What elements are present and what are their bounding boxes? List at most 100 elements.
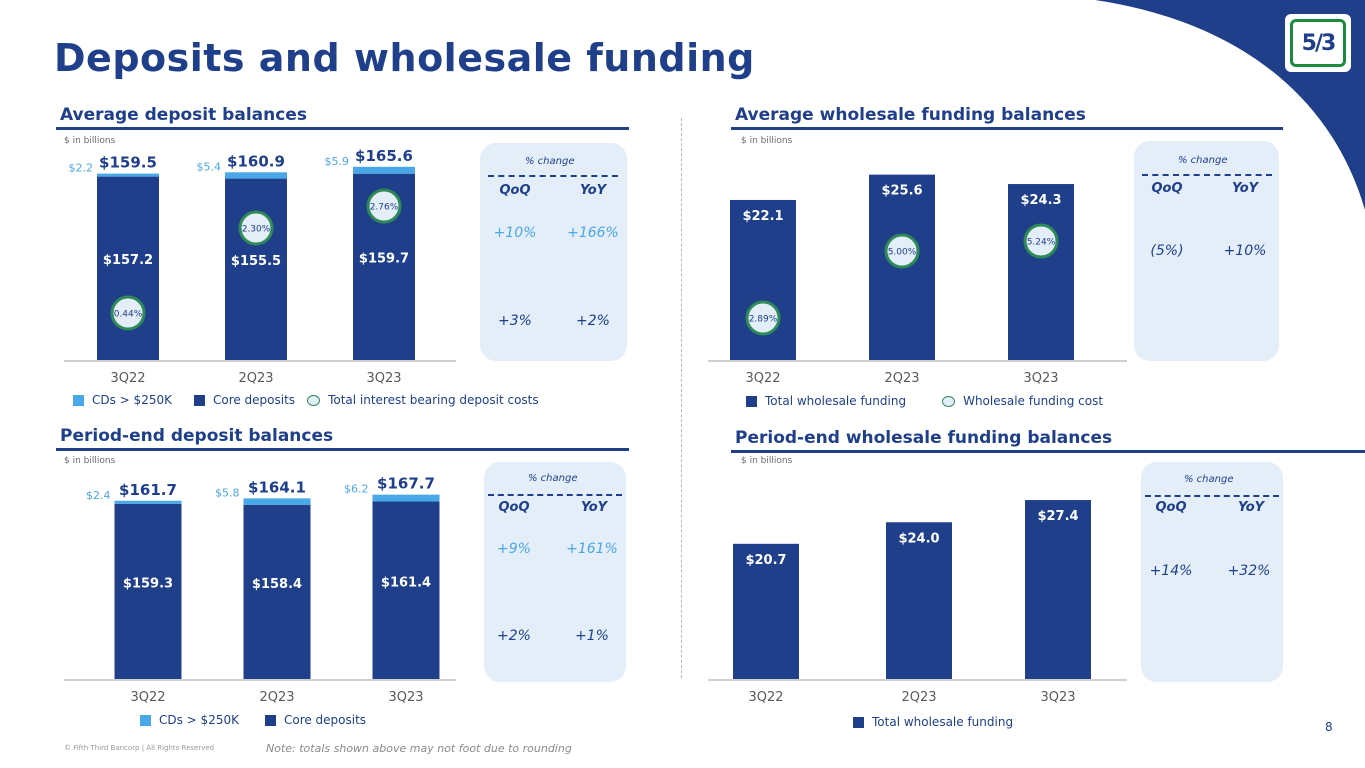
avg_deposits-cds-label: $2.2: [69, 162, 94, 175]
pct-wholesale-yoy: +32%: [1227, 563, 1271, 579]
legend-cost-swatch: [942, 395, 956, 407]
pe-wholesale-title: Period-end wholesale funding balances: [735, 428, 1113, 448]
avg-deposits-legend: CDs > $250K Core deposits Total interest…: [73, 393, 539, 407]
logo-mark: 5/3: [1290, 19, 1346, 67]
pe_deposits-tick-label: 3Q22: [130, 690, 165, 705]
avg-deposits-change-panel: % change QoQ YoY +10% +166% +3% +2%: [480, 143, 627, 361]
pct-col-qoq: QoQ: [1155, 500, 1187, 515]
avg-deposits-title: Average deposit balances: [60, 105, 307, 125]
avg_wholesale-cost-marker: [884, 233, 920, 269]
pe-deposits-change-panel: % change QoQ YoY +9% +161% +2% +1%: [484, 462, 626, 682]
avg_wholesale-cost-label: 5.24%: [1027, 238, 1056, 248]
copyright: © Fifth Third Bancorp | All Rights Reser…: [64, 744, 215, 752]
pct-cds-qoq: +9%: [497, 541, 531, 557]
legend-cds-swatch: [140, 714, 151, 726]
page-number: 8: [1325, 720, 1333, 734]
avg_deposits-total-label: $160.9: [227, 152, 285, 170]
pct-divider: [488, 494, 622, 496]
avg_deposits-cds-label: $5.9: [325, 155, 350, 168]
legend-core-swatch: [193, 394, 205, 406]
pct-core-yoy: +1%: [575, 628, 609, 644]
pct-col-yoy: YoY: [1231, 181, 1259, 196]
legend-core-label: Core deposits: [283, 713, 367, 727]
footnote: Note: totals shown above may not foot du…: [266, 742, 572, 755]
pe_deposits-tick-label: 2Q23: [259, 690, 294, 705]
pct-divider: [1142, 174, 1272, 176]
pct-core-yoy: +2%: [576, 313, 610, 329]
pe_wholesale-tick-label: 3Q22: [748, 690, 783, 705]
avg_deposits-cost-marker: [110, 295, 146, 331]
pct-cds-yoy: +166%: [567, 225, 619, 241]
avg_wholesale-tick-label: 3Q23: [1023, 371, 1058, 386]
pct-header: % change: [525, 156, 575, 167]
pct-col-qoq: QoQ: [499, 183, 531, 198]
avg_deposits-cost-marker: [366, 188, 402, 224]
pe-deposits-rule: [56, 448, 629, 451]
pe_deposits-bar-cds: [372, 494, 440, 502]
avg_deposits-tick-label: 2Q23: [238, 371, 273, 386]
avg-deposits-rule: [56, 127, 629, 130]
pct-wholesale-qoq: (5%): [1150, 243, 1184, 259]
pct-cds-yoy: +161%: [566, 541, 618, 557]
legend-wholesale-label: Total wholesale funding: [872, 715, 1014, 729]
legend-core-label: Core deposits: [212, 393, 296, 407]
pct-col-yoy: YoY: [579, 183, 607, 198]
legend-wholesale-swatch: [853, 716, 864, 728]
pct-header: % change: [528, 473, 578, 484]
legend-cost-swatch: [307, 394, 321, 406]
pct-col-yoy: YoY: [1237, 500, 1265, 515]
pe_wholesale-value-label: $24.0: [898, 531, 939, 546]
pct-col-qoq: QoQ: [1151, 181, 1183, 196]
pe_deposits-total-label: $161.7: [119, 481, 177, 499]
avg_deposits-cds-label: $5.4: [197, 160, 222, 173]
pct-divider: [488, 175, 618, 177]
avg_deposits-bar-cds: [225, 172, 287, 179]
legend-core-swatch: [264, 714, 276, 726]
pe_deposits-cds-label: $5.8: [215, 486, 240, 499]
avg_deposits-tick-label: 3Q22: [110, 371, 145, 386]
avg_wholesale-cost-marker: [1023, 223, 1059, 259]
pct-col-qoq: QoQ: [498, 500, 530, 515]
pe-deposits-units: $ in billions: [64, 456, 116, 466]
avg-wholesale-change-panel: % change QoQ YoY (5%) +10%: [1134, 141, 1279, 361]
legend-cost-label: Total interest bearing deposit costs: [328, 393, 539, 407]
pct-core-qoq: +3%: [498, 313, 532, 329]
avg-deposits-units: $ in billions: [64, 136, 116, 146]
pe_wholesale-bar: [733, 543, 799, 679]
avg-wholesale-title: Average wholesale funding balances: [735, 105, 1086, 125]
avg_deposits-bar-core: [97, 176, 159, 360]
legend-cds-swatch: [73, 394, 84, 406]
pe-wholesale-legend: Total wholesale funding: [853, 715, 1013, 729]
pct-wholesale-qoq: +14%: [1149, 563, 1193, 579]
avg-wholesale-legend: Total wholesale funding Wholesale fundin…: [746, 394, 1103, 408]
pe_deposits-bar-cds: [243, 498, 311, 505]
pe_wholesale-bar: [886, 522, 952, 679]
avg_deposits-cost-label: 0.44%: [114, 310, 143, 320]
pe_deposits-bar-core: [114, 503, 182, 679]
pct-header: % change: [1184, 474, 1234, 485]
pe_wholesale-value-label: $20.7: [745, 553, 786, 568]
pe_wholesale-tick-label: 2Q23: [901, 690, 936, 705]
avg-wholesale-units: $ in billions: [741, 136, 793, 146]
avg_deposits-total-label: $165.6: [355, 147, 413, 165]
pe_wholesale-tick-label: 3Q23: [1040, 690, 1075, 705]
pe_deposits-bar-core: [243, 504, 311, 679]
column-divider: [681, 118, 682, 678]
pct-divider: [1145, 495, 1279, 497]
avg_wholesale-value-label: $24.3: [1020, 193, 1061, 208]
page-title: Deposits and wholesale funding: [54, 36, 755, 80]
avg_wholesale-tick-label: 2Q23: [884, 371, 919, 386]
avg_deposits-core-label: $159.7: [359, 252, 409, 267]
avg_deposits-total-label: $159.5: [99, 154, 157, 172]
pct-col-yoy: YoY: [580, 500, 608, 515]
avg_deposits-bar-core: [225, 178, 287, 360]
pe_deposits-bar-cds: [114, 500, 182, 504]
pct-wholesale-yoy: +10%: [1223, 243, 1267, 259]
avg_deposits-bar-cds: [353, 166, 415, 174]
avg-wholesale-rule: [731, 127, 1283, 130]
pe-wholesale-rule: [731, 450, 1365, 453]
avg_wholesale-tick-label: 3Q22: [745, 371, 780, 386]
legend-cds-label: CDs > $250K: [159, 713, 239, 727]
pe_deposits-tick-label: 3Q23: [388, 690, 423, 705]
avg_wholesale-value-label: $22.1: [742, 209, 783, 224]
